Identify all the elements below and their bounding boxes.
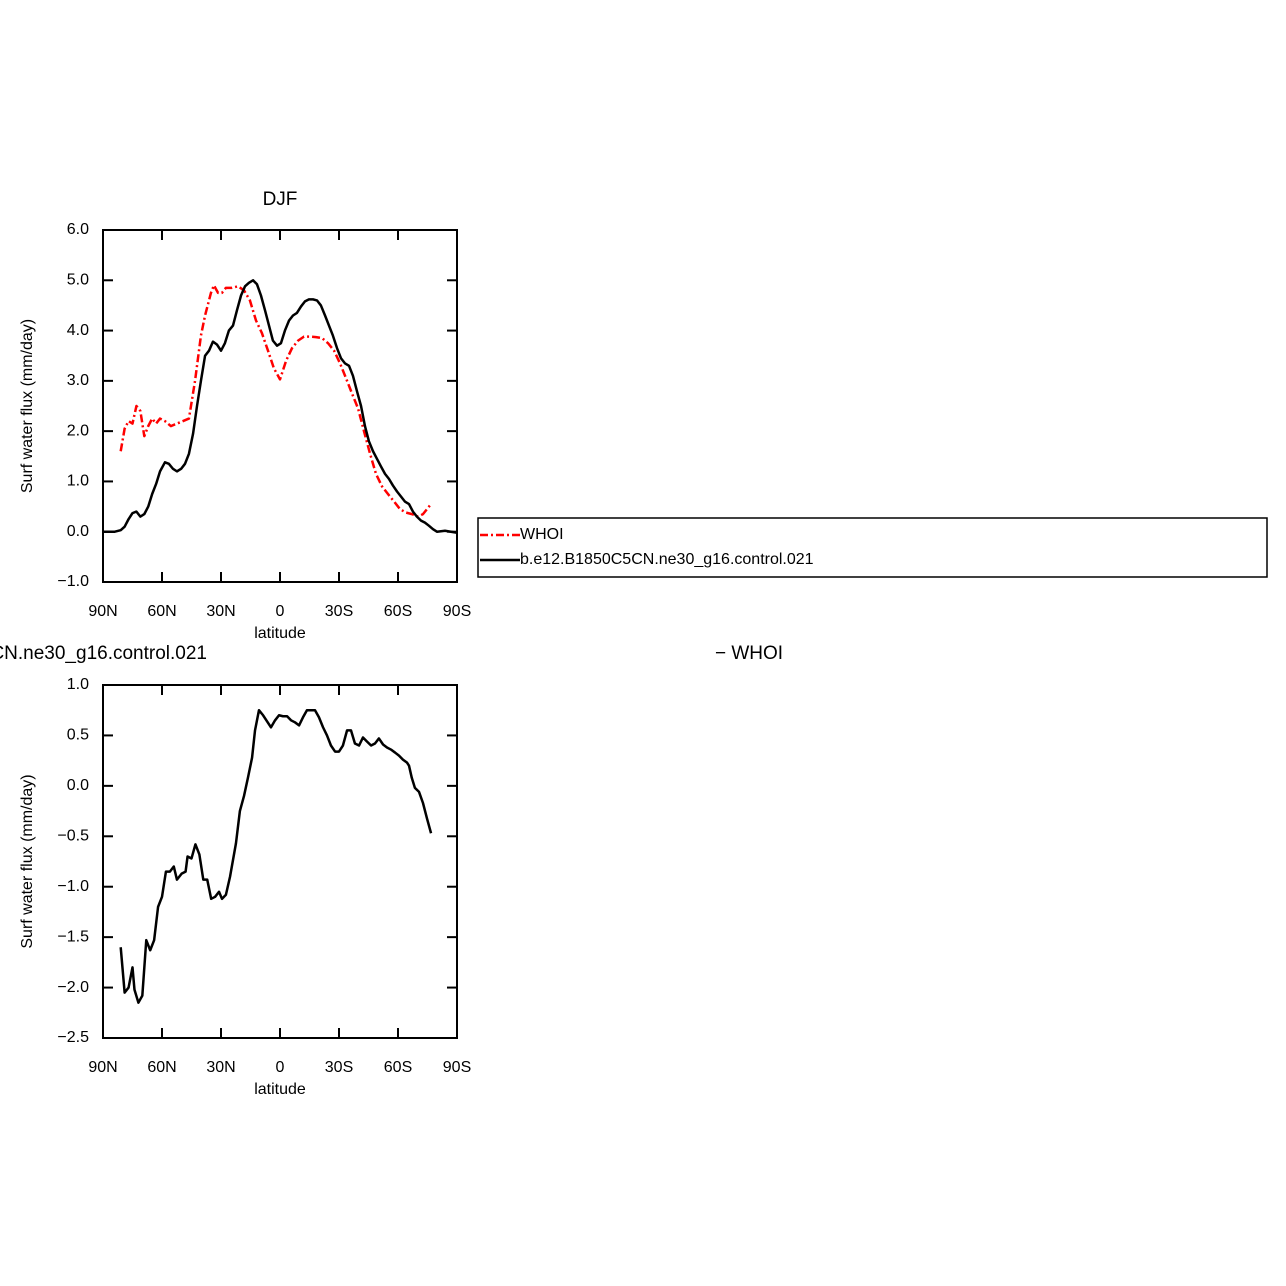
data-line — [119, 284, 433, 518]
y-tick-label: −2.0 — [57, 979, 89, 996]
x-axis-label: latitude — [254, 625, 306, 642]
x-tick-label: 90S — [443, 1059, 471, 1076]
legend-box — [477, 517, 1268, 578]
x-tick-label: 30N — [206, 1059, 235, 1076]
right-title: − WHOI — [715, 643, 783, 664]
y-tick-label: 4.0 — [67, 322, 89, 339]
data-line — [103, 279, 458, 534]
y-tick-label: 5.0 — [67, 272, 89, 289]
legend-label: WHOI — [520, 526, 564, 543]
x-tick-label: 60N — [147, 603, 176, 620]
x-tick-label: 60S — [384, 603, 412, 620]
left-title: b.e12.B1850C5CN.ne30_g16.control.021 — [0, 643, 207, 664]
y-tick-label: −2.5 — [57, 1029, 89, 1046]
x-tick-label: 60S — [384, 1059, 412, 1076]
x-tick-label: 0 — [276, 1059, 285, 1076]
y-tick-label: 0.0 — [67, 523, 89, 540]
plot-frame — [102, 229, 458, 583]
data-line — [119, 708, 433, 1004]
y-tick-label: 6.0 — [67, 221, 89, 238]
y-tick-label: 0.5 — [67, 727, 89, 744]
x-tick-label: 30S — [325, 603, 353, 620]
y-tick-label: −1.0 — [57, 573, 89, 590]
y-tick-label: −1.0 — [57, 878, 89, 895]
y-tick-label: 1.0 — [67, 473, 89, 490]
y-tick-label: 1.0 — [67, 676, 89, 693]
y-tick-label: −0.5 — [57, 828, 89, 845]
x-axis-label: latitude — [254, 1081, 306, 1098]
plot-frame — [102, 684, 458, 1039]
y-axis-label: Surf water flux (mm/day) — [19, 319, 36, 493]
x-tick-label: 0 — [276, 603, 285, 620]
x-tick-label: 90S — [443, 603, 471, 620]
x-tick-label: 30S — [325, 1059, 353, 1076]
y-axis-label: Surf water flux (mm/day) — [19, 774, 36, 948]
y-tick-label: 0.0 — [67, 777, 89, 794]
y-tick-label: 3.0 — [67, 372, 89, 389]
legend-label: b.e12.B1850C5CN.ne30_g16.control.021 — [520, 551, 814, 568]
y-tick-label: −1.5 — [57, 928, 89, 945]
x-tick-label: 90N — [88, 1059, 117, 1076]
y-tick-label: 2.0 — [67, 422, 89, 439]
x-tick-label: 90N — [88, 603, 117, 620]
x-tick-label: 30N — [206, 603, 235, 620]
x-tick-label: 60N — [147, 1059, 176, 1076]
chart-title: DJF — [263, 189, 298, 210]
